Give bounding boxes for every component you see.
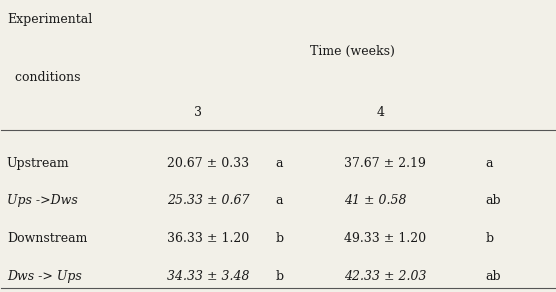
Text: b: b <box>485 232 494 245</box>
Text: a: a <box>275 194 283 207</box>
Text: 37.67 ± 2.19: 37.67 ± 2.19 <box>344 157 426 170</box>
Text: 25.33 ± 0.67: 25.33 ± 0.67 <box>167 194 250 207</box>
Text: Dws -> Ups: Dws -> Ups <box>7 270 82 283</box>
Text: ab: ab <box>485 194 501 207</box>
Text: 42.33 ± 2.03: 42.33 ± 2.03 <box>344 270 427 283</box>
Text: 20.67 ± 0.33: 20.67 ± 0.33 <box>167 157 250 170</box>
Text: ab: ab <box>485 270 501 283</box>
Text: a: a <box>485 157 493 170</box>
Text: Experimental: Experimental <box>7 13 92 26</box>
Text: 41 ± 0.58: 41 ± 0.58 <box>344 194 407 207</box>
Text: b: b <box>275 270 284 283</box>
Text: 34.33 ± 3.48: 34.33 ± 3.48 <box>167 270 250 283</box>
Text: 49.33 ± 1.20: 49.33 ± 1.20 <box>344 232 426 245</box>
Text: b: b <box>275 232 284 245</box>
Text: 4: 4 <box>376 105 384 119</box>
Text: Ups ->Dws: Ups ->Dws <box>7 194 78 207</box>
Text: Downstream: Downstream <box>7 232 87 245</box>
Text: 36.33 ± 1.20: 36.33 ± 1.20 <box>167 232 250 245</box>
Text: Upstream: Upstream <box>7 157 70 170</box>
Text: 3: 3 <box>194 105 202 119</box>
Text: conditions: conditions <box>7 71 81 84</box>
Text: a: a <box>275 157 283 170</box>
Text: Time (weeks): Time (weeks) <box>310 45 395 58</box>
